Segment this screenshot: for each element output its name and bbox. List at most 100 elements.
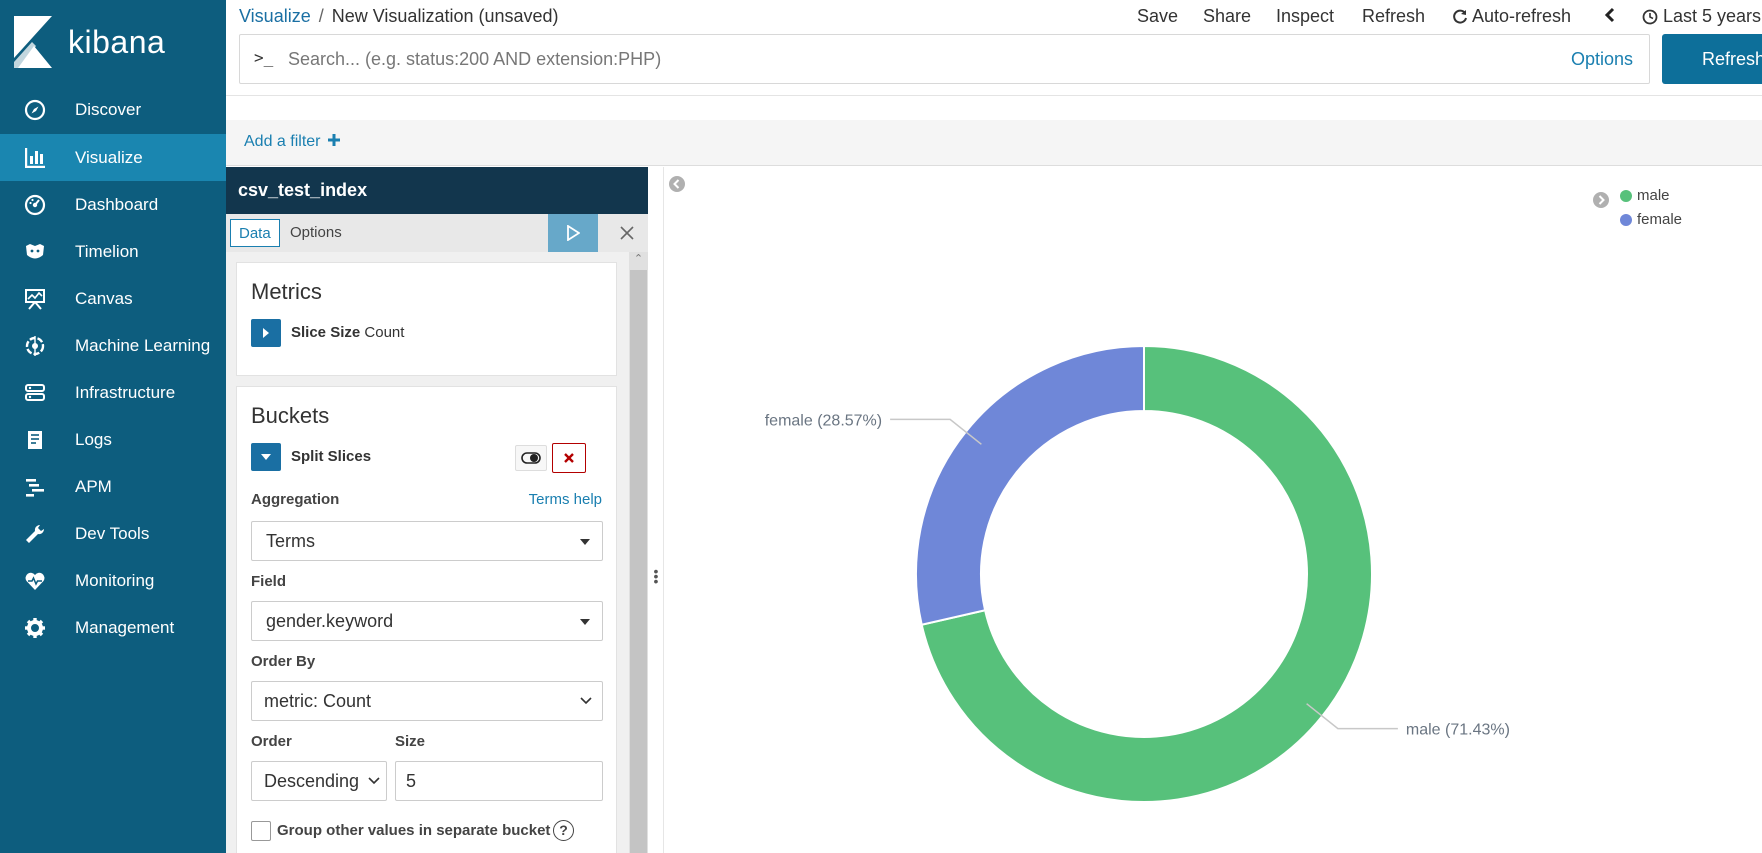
metric-agg-label: Slice Size Count [291, 324, 404, 341]
order-select[interactable]: Descending [251, 761, 387, 801]
sidebar-item-machine-learning[interactable]: Machine Learning [0, 322, 226, 369]
sidebar-item-visualize[interactable]: Visualize [0, 134, 226, 181]
refresh-link[interactable]: Refresh [1362, 6, 1426, 26]
add-filter-button[interactable]: Add a filter [244, 133, 340, 151]
refresh-button[interactable]: Refresh [1662, 34, 1762, 84]
auto-refresh-label: Auto-refresh [1472, 6, 1572, 26]
sidebar-item-apm[interactable]: APM [0, 463, 226, 510]
sidebar-item-monitoring[interactable]: Monitoring [0, 557, 226, 604]
sidebar-item-infrastructure[interactable]: Infrastructure [0, 369, 226, 416]
buckets-title: Buckets [251, 403, 330, 428]
metric-agg-name: Slice Size [291, 324, 361, 341]
sidebar-item-label: Machine Learning [75, 335, 211, 355]
time-back-button[interactable] [1603, 4, 1617, 31]
pie-slice-male[interactable] [920, 344, 1373, 803]
breadcrumb-current: New Visualization (unsaved) [331, 6, 559, 26]
sidebar-item-management[interactable]: Management [0, 604, 226, 651]
sidebar-item-canvas[interactable]: Canvas [0, 275, 226, 322]
sidebar-item-label: Dashboard [75, 194, 159, 214]
bucket-remove-button[interactable] [552, 443, 586, 473]
order-by-select[interactable]: metric: Count [251, 681, 603, 721]
metric-expand-toggle[interactable] [251, 319, 281, 347]
chevron-left-icon [1604, 7, 1615, 23]
sidebar-item-dashboard[interactable]: Dashboard [0, 181, 226, 228]
scrollbar-thumb[interactable] [630, 270, 647, 853]
time-picker-button[interactable]: Last 5 years [1642, 6, 1761, 27]
auto-refresh-button[interactable]: Auto-refresh [1452, 6, 1571, 27]
refresh-icon [1453, 9, 1467, 24]
sidebar-item-logs[interactable]: Logs [0, 416, 226, 463]
legend-label: female [1637, 211, 1683, 228]
apm-icon [23, 475, 47, 499]
compass-icon [23, 98, 47, 122]
group-other-label: Group other values in separate bucket [277, 822, 551, 839]
logs-icon [23, 428, 47, 452]
search-options-link[interactable]: Options [1570, 49, 1633, 69]
sidebar-item-timelion[interactable]: Timelion [0, 228, 226, 275]
share-button[interactable]: Share [1203, 6, 1252, 26]
sidebar-item-label: Visualize [75, 147, 143, 167]
terms-help-link[interactable]: Terms help [528, 491, 602, 508]
slice-label-male: male (71.43%) [1406, 722, 1510, 739]
discard-changes-button[interactable] [606, 214, 648, 252]
bucket-enable-toggle[interactable] [515, 445, 547, 471]
order-value: Descending [264, 771, 360, 791]
legend-toggle-icon[interactable] [1592, 191, 1610, 209]
field-value: gender.keyword [266, 611, 394, 631]
bar-chart-icon [23, 146, 47, 170]
inspect-button[interactable]: Inspect [1276, 6, 1335, 26]
sidebar-item-label: Logs [75, 429, 112, 449]
search-input[interactable] [288, 45, 1488, 73]
caret-right-icon [263, 328, 269, 338]
toggle-icon [521, 452, 541, 464]
collapse-sidebar-icon[interactable] [668, 175, 686, 193]
breadcrumb-separator: / [318, 6, 324, 26]
time-range-label: Last 5 years [1663, 6, 1762, 26]
order-label: Order [251, 733, 292, 750]
divider [226, 95, 1762, 96]
bucket-collapse-toggle[interactable] [251, 443, 281, 471]
group-other-checkbox[interactable] [251, 821, 271, 841]
label-leader-line [1306, 703, 1398, 730]
search-bar: >_ Options [239, 34, 1650, 84]
tab-data[interactable]: Data [230, 219, 280, 247]
sidebar-item-label: Management [75, 617, 175, 637]
bucket-agg-name: Split Slices [291, 448, 372, 465]
bucket-agg-label: Split Slices [291, 448, 371, 465]
clock-icon [1642, 9, 1658, 24]
size-label: Size [395, 733, 426, 750]
apply-changes-button[interactable] [548, 214, 598, 252]
canvas-icon [23, 287, 47, 311]
kibana-logo-icon [14, 16, 52, 68]
order-by-label: Order By [251, 653, 316, 670]
scroll-up-arrow[interactable]: ⌃ [633, 253, 644, 265]
tab-options[interactable]: Options [290, 224, 342, 241]
plus-icon [327, 134, 340, 146]
caret-down-icon [261, 454, 271, 460]
save-button[interactable]: Save [1137, 6, 1179, 26]
query-prompt-icon: >_ [254, 48, 274, 67]
caret-down-icon [580, 619, 590, 625]
pie-slice-female[interactable] [915, 344, 1145, 626]
close-icon [564, 453, 574, 463]
help-icon[interactable]: ? [553, 820, 574, 841]
sidebar: kibana Discover Visualize Dashboard Time… [0, 0, 226, 853]
add-filter-label: Add a filter [244, 133, 321, 150]
aggregation-select[interactable]: Terms [251, 521, 603, 561]
metric-agg-type: Count [364, 324, 405, 341]
sidebar-item-label: Timelion [75, 241, 139, 261]
breadcrumb: Visualize / New Visualization (unsaved) [239, 6, 559, 27]
field-select[interactable]: gender.keyword [251, 601, 603, 641]
legend-item-female[interactable]: female [1620, 211, 1682, 228]
legend-item-male[interactable]: male [1620, 187, 1670, 204]
sidebar-item-discover[interactable]: Discover [0, 86, 226, 133]
kibana-logo[interactable]: kibana [14, 14, 165, 70]
legend-dot [1620, 213, 1632, 226]
sidebar-item-label: Discover [75, 99, 142, 119]
sidebar-item-dev-tools[interactable]: Dev Tools [0, 510, 226, 557]
metrics-panel: Metrics Slice Size Count [236, 262, 617, 376]
size-input[interactable]: 5 [395, 761, 603, 801]
resize-handle[interactable] [648, 167, 664, 853]
breadcrumb-visualize-link[interactable]: Visualize [239, 6, 311, 26]
